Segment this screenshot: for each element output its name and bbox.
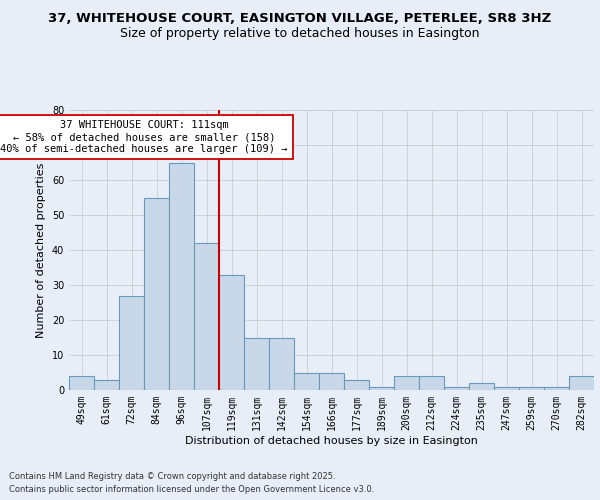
Bar (69, 376, 94, 390)
Y-axis label: Number of detached properties: Number of detached properties (36, 162, 46, 338)
Bar (519, 386, 544, 390)
Bar (569, 376, 594, 390)
Bar (394, 376, 419, 390)
Bar (294, 372, 319, 390)
Bar (319, 372, 344, 390)
Bar (494, 386, 519, 390)
Text: 37 WHITEHOUSE COURT: 111sqm
← 58% of detached houses are smaller (158)
40% of se: 37 WHITEHOUSE COURT: 111sqm ← 58% of det… (0, 120, 288, 154)
Text: 37, WHITEHOUSE COURT, EASINGTON VILLAGE, PETERLEE, SR8 3HZ: 37, WHITEHOUSE COURT, EASINGTON VILLAGE,… (49, 12, 551, 26)
Bar (194, 243, 219, 390)
Bar (144, 198, 169, 390)
Bar (419, 376, 444, 390)
Bar (344, 380, 369, 390)
Bar (219, 274, 244, 390)
Bar (119, 296, 144, 390)
Bar (444, 386, 469, 390)
Bar (244, 338, 269, 390)
Bar (269, 338, 294, 390)
Text: Size of property relative to detached houses in Easington: Size of property relative to detached ho… (120, 28, 480, 40)
X-axis label: Distribution of detached houses by size in Easington: Distribution of detached houses by size … (185, 436, 478, 446)
Bar (544, 386, 569, 390)
Bar (369, 386, 394, 390)
Text: Contains public sector information licensed under the Open Government Licence v3: Contains public sector information licen… (9, 485, 374, 494)
Bar (469, 383, 494, 390)
Bar (94, 380, 119, 390)
Bar (169, 162, 194, 390)
Text: Contains HM Land Registry data © Crown copyright and database right 2025.: Contains HM Land Registry data © Crown c… (9, 472, 335, 481)
